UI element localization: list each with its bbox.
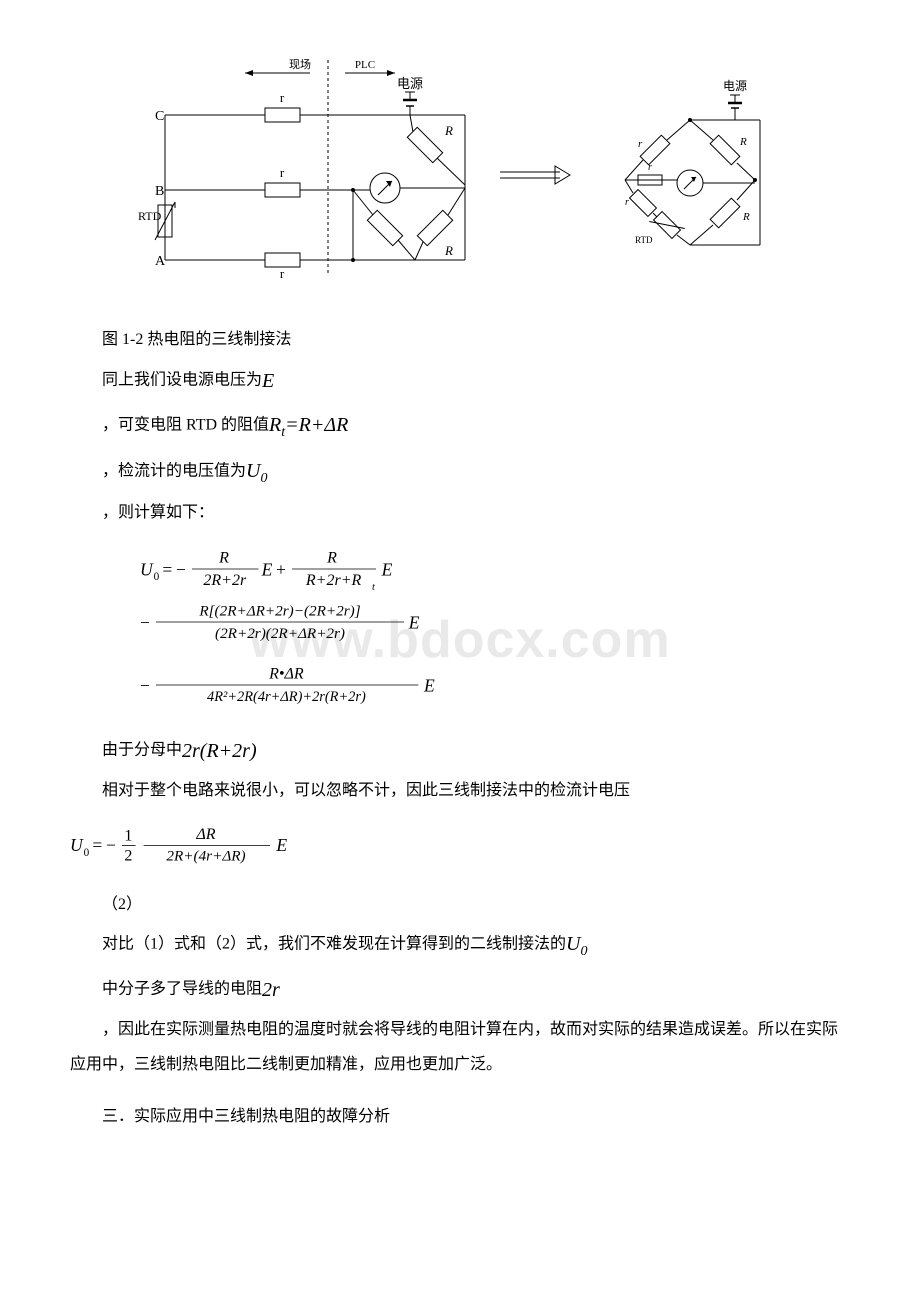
svg-text:R: R — [444, 243, 453, 258]
text-fragment: ，可变电阻 RTD 的阻值 — [102, 417, 269, 434]
svg-text:r: r — [280, 266, 285, 281]
equation-1: U 0 = − R 2R+2r E + R R+2r+R t E − R[(2R… — [70, 545, 850, 714]
circuit-diagram-right: 电源 r R — [595, 75, 785, 280]
transform-arrow — [495, 160, 575, 195]
svg-text:2R+(4r+ΔR): 2R+(4r+ΔR) — [166, 848, 245, 865]
svg-text:R: R — [326, 549, 337, 566]
svg-text:0: 0 — [84, 847, 90, 859]
formula-2r-2: 2r — [262, 979, 280, 1001]
svg-text:−: − — [140, 612, 150, 632]
svg-text:r: r — [280, 165, 285, 180]
svg-text:B: B — [155, 184, 164, 199]
equation-2: U 0 = − 1 2 ΔR 2R+(4r+ΔR) E — [70, 823, 850, 872]
formula-E: E — [262, 370, 274, 392]
svg-text:+: + — [276, 559, 286, 579]
svg-text:2: 2 — [124, 848, 132, 865]
text-fragment: 由于分母中 — [102, 741, 182, 758]
svg-text:0: 0 — [154, 571, 160, 583]
text-fragment: 对比（1）式和（2）式，我们不难发现在计算得到的二线制接法的 — [102, 936, 566, 953]
formula-2r: 2r(R+2r) — [182, 740, 257, 762]
svg-text:U: U — [140, 559, 154, 579]
label-power2: 电源 — [723, 79, 747, 93]
formula-U0-2: U0 — [566, 933, 587, 955]
svg-text:R•ΔR: R•ΔR — [268, 665, 304, 682]
svg-text:E: E — [381, 559, 393, 579]
svg-text:−: − — [176, 559, 186, 579]
para-calc-follows: ，则计算如下： — [70, 495, 850, 530]
label-plc: PLC — [355, 59, 375, 71]
para-conclusion: ，因此在实际测量热电阻的温度时就会将导线的电阻计算在内，故而对实际的结果造成误差… — [70, 1012, 850, 1082]
svg-text:−: − — [140, 675, 150, 695]
svg-text:E: E — [275, 835, 287, 855]
svg-text:r: r — [638, 138, 643, 150]
svg-text:2R+2r: 2R+2r — [203, 572, 247, 589]
para-denominator: 由于分母中2r(R+2r) — [70, 729, 850, 773]
para-eq2-label: （2） — [70, 887, 850, 922]
svg-text:(2R+2r)(2R+ΔR+2r): (2R+2r)(2R+ΔR+2r) — [215, 625, 345, 642]
para-galv-voltage: ，检流计的电压值为U0 — [70, 449, 850, 495]
figure-caption: 图 1-2 热电阻的三线制接法 — [70, 325, 850, 349]
svg-text:E: E — [261, 559, 273, 579]
diagram-row: 现场 PLC 电源 r — [70, 50, 850, 305]
svg-text:R+2r+R: R+2r+R — [305, 572, 362, 589]
svg-text:RTD: RTD — [635, 235, 653, 245]
section-3-title: 三．实际应用中三线制热电阻的故障分析 — [70, 1102, 850, 1126]
circuit-diagram-left: 现场 PLC 电源 r — [135, 50, 475, 305]
para-set-voltage: 同上我们设电源电压为E — [70, 359, 850, 403]
main-content: 现场 PLC 电源 r — [70, 50, 850, 1126]
para-rtd-value: ，可变电阻 RTD 的阻值Rt=R+ΔR — [70, 403, 850, 449]
svg-text:R: R — [218, 549, 229, 566]
svg-text:A: A — [155, 254, 166, 269]
svg-text:1: 1 — [124, 828, 132, 845]
text-fragment: ，检流计的电压值为 — [102, 462, 246, 479]
svg-text:C: C — [155, 109, 164, 124]
svg-text:r: r — [648, 162, 652, 173]
para-numerator-extra: 中分子多了导线的电阻2r — [70, 968, 850, 1012]
para-compare: 对比（1）式和（2）式，我们不难发现在计算得到的二线制接法的U0 — [70, 922, 850, 968]
svg-text:R: R — [444, 123, 453, 138]
svg-text:4R²+2R(4r+ΔR)+2r(R+2r): 4R²+2R(4r+ΔR)+2r(R+2r) — [207, 689, 366, 705]
formula-Rt: Rt=R+ΔR — [269, 414, 348, 436]
svg-text:r: r — [280, 90, 285, 105]
svg-text:t: t — [372, 582, 376, 593]
svg-text:=: = — [92, 835, 102, 855]
formula-U0: U0 — [246, 460, 267, 482]
label-power: 电源 — [397, 76, 423, 91]
text-fragment: 中分子多了导线的电阻 — [102, 981, 262, 998]
svg-text:E: E — [423, 675, 435, 695]
label-scene: 现场 — [289, 57, 311, 71]
text-fragment: 同上我们设电源电压为 — [102, 372, 262, 389]
svg-text:U: U — [70, 835, 84, 855]
svg-text:ΔR: ΔR — [195, 826, 215, 843]
svg-text:=: = — [162, 559, 172, 579]
svg-text:−: − — [106, 835, 116, 855]
text-content: 图 1-2 热电阻的三线制接法 同上我们设电源电压为E ，可变电阻 RTD 的阻… — [70, 325, 850, 1126]
svg-text:R: R — [742, 211, 750, 223]
svg-text:R: R — [739, 136, 747, 148]
svg-text:r: r — [625, 197, 629, 208]
svg-text:E: E — [408, 612, 420, 632]
svg-text:R[(2R+ΔR+2r)−(2R+2r)]: R[(2R+ΔR+2r)−(2R+2r)] — [198, 602, 360, 619]
para-negligible: 相对于整个电路来说很小，可以忽略不计，因此三线制接法中的检流计电压 — [70, 773, 850, 808]
